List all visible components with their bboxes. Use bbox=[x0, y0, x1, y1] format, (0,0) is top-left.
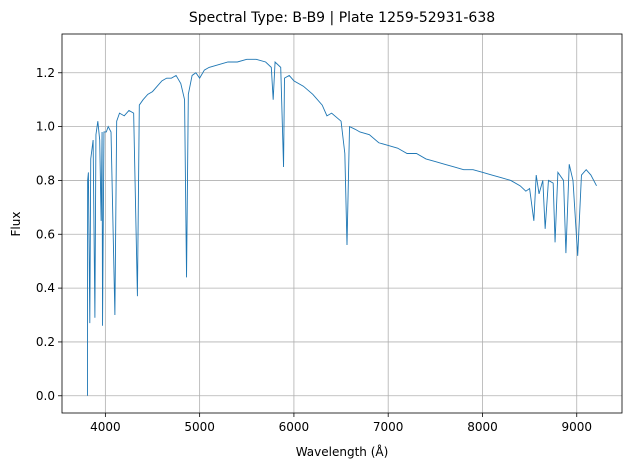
x-tick-label: 9000 bbox=[561, 420, 592, 434]
y-tick-label: 0.6 bbox=[36, 227, 55, 241]
y-tick-label: 0.0 bbox=[36, 389, 55, 403]
x-tick-label: 7000 bbox=[373, 420, 404, 434]
y-axis-label: Flux bbox=[9, 212, 23, 237]
y-tick-label: 1.0 bbox=[36, 120, 55, 134]
chart-title: Spectral Type: B-B9 | Plate 1259-52931-6… bbox=[189, 10, 495, 26]
x-tick-label: 8000 bbox=[467, 420, 498, 434]
x-tick-label: 4000 bbox=[90, 420, 121, 434]
y-tick-label: 0.2 bbox=[36, 335, 55, 349]
x-axis-label: Wavelength (Å) bbox=[296, 444, 389, 459]
spectrum-line bbox=[87, 58, 597, 396]
y-tick-label: 1.2 bbox=[36, 66, 55, 80]
x-tick-label: 6000 bbox=[279, 420, 310, 434]
y-tick-label: 0.8 bbox=[36, 173, 55, 187]
y-tick-label: 0.4 bbox=[36, 281, 55, 295]
x-tick-label: 5000 bbox=[184, 420, 215, 434]
plot-frame bbox=[61, 33, 623, 414]
